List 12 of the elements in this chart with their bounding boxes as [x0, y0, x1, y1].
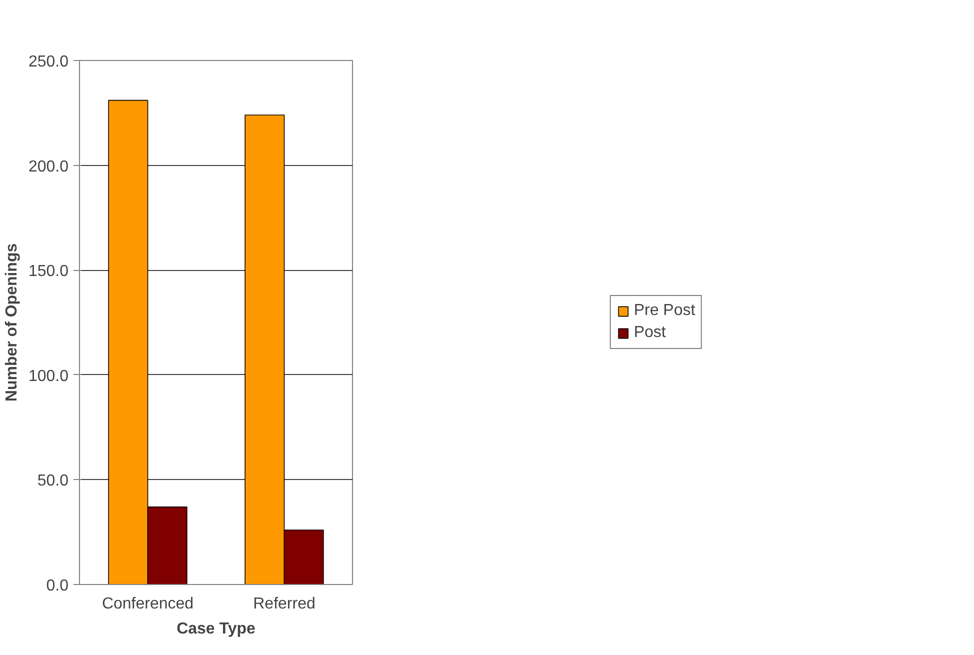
legend-label: Post: [634, 324, 666, 342]
x-tick-label: Conferenced: [102, 596, 194, 612]
y-tick-label: 50.0: [37, 472, 69, 490]
x-axis-title: Case Type: [176, 620, 256, 638]
y-tick-label: 0.0: [46, 578, 69, 594]
legend-label: Pre Post: [634, 302, 696, 320]
y-tick-label: 250.0: [28, 54, 69, 70]
y-tick-label: 200.0: [28, 158, 69, 176]
y-axis-title: Number of Openings: [3, 243, 20, 402]
y-tick-label: 150.0: [28, 263, 69, 280]
x-tick-label: Referred: [253, 596, 316, 612]
y-tick-label: 100.0: [28, 368, 69, 385]
